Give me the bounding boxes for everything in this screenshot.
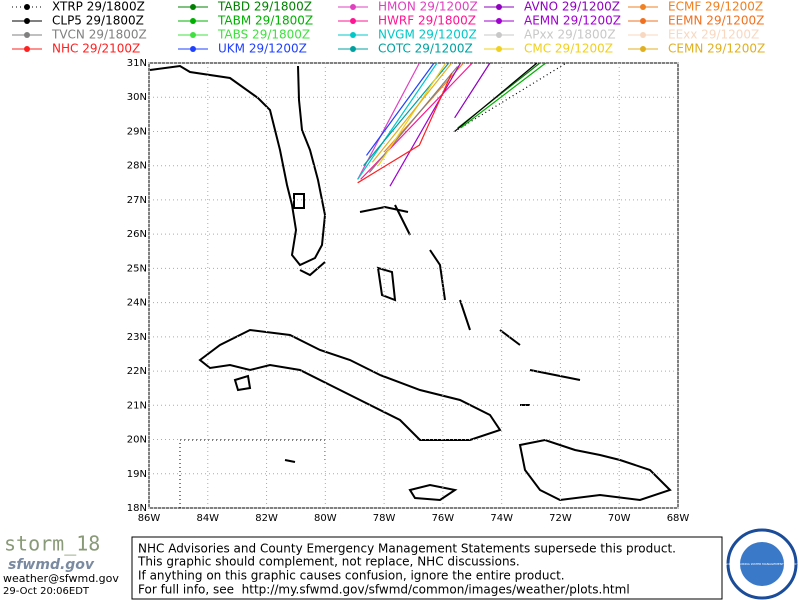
timestamp: 29-Oct 20:06EDT	[3, 586, 90, 597]
y-tick-label: 22N	[127, 366, 147, 377]
legend-label: CMC 29/1200Z	[524, 42, 613, 56]
email: weather@sfwmd.gov	[3, 572, 119, 585]
legend-marker	[350, 46, 356, 52]
x-tick-label: 82W	[255, 513, 278, 524]
logo-inner	[740, 542, 784, 586]
y-tick-label: 18N	[127, 503, 147, 514]
legend-marker	[350, 4, 356, 10]
plot-layer: 86W 84W 82W 80W 78W 76W 74W 72W 70W 68W 18N 19N 20N 2…	[12, 0, 765, 524]
x-tick-label: 84W	[196, 513, 219, 524]
legend-marker	[640, 18, 646, 24]
x-tick-label: 74W	[490, 513, 513, 524]
disclaimer-box	[131, 536, 723, 600]
y-tick-label: 19N	[127, 469, 147, 480]
y-tick-label: 21N	[127, 400, 147, 411]
y-tick-label: 27N	[127, 195, 147, 206]
legend-label: ECMF 29/1200Z	[668, 0, 763, 14]
forecast-track	[365, 62, 435, 156]
legend-marker	[496, 32, 502, 38]
x-tick-label: 76W	[432, 513, 455, 524]
legend-label: NHC 29/2100Z	[52, 42, 140, 56]
x-tick-label: 70W	[608, 513, 631, 524]
legend-label: COTC 29/1200Z	[378, 42, 473, 56]
legend-marker	[190, 18, 196, 24]
legend-label: HMON 29/1200Z	[378, 0, 478, 14]
legend-label: AEMN 29/1200Z	[524, 14, 621, 28]
forecast-track	[357, 62, 438, 180]
legend-marker	[640, 32, 646, 38]
forecast-track	[454, 62, 491, 119]
legend-label: TABS 29/1800Z	[217, 28, 310, 42]
legend-label: UKM 29/1200Z	[218, 42, 307, 56]
legend-label: CEMN 29/1200Z	[668, 42, 765, 56]
footer: storm_18 sfwmd.gov weather@sfwmd.gov 29-…	[3, 528, 799, 600]
x-tick-label: 72W	[549, 513, 572, 524]
legend-marker	[640, 46, 646, 52]
site: sfwmd.gov	[8, 557, 95, 573]
legend-label: TVCN 29/1800Z	[51, 28, 147, 42]
y-tick-label: 23N	[127, 332, 147, 343]
x-tick-label: 80W	[314, 513, 337, 524]
y-tick-label: 29N	[127, 126, 147, 137]
legend-label: APxx 29/1800Z	[524, 28, 616, 42]
legend-marker	[350, 18, 356, 24]
y-tick-label: 20N	[127, 435, 147, 446]
brand: storm_18	[4, 532, 100, 556]
y-tick-label: 26N	[127, 229, 147, 240]
forecast-track	[389, 62, 462, 187]
logo-text: SOUTH FLORIDA WATER MANAGEMENT DISTRICT	[725, 562, 798, 566]
legend-label: TABD 29/1800Z	[217, 0, 312, 14]
x-tick-label: 78W	[373, 513, 396, 524]
legend-marker	[24, 18, 30, 24]
legend-marker	[190, 4, 196, 10]
legend-label: CLP5 29/1800Z	[52, 14, 144, 28]
forecast-track	[371, 62, 453, 163]
forecast-track	[454, 62, 538, 132]
legend-marker	[640, 4, 646, 10]
legend-marker	[24, 4, 30, 10]
disclaimer-line: If anything on this graphic causes confu…	[138, 569, 565, 583]
legend-marker	[496, 18, 502, 24]
legend-marker	[190, 46, 196, 52]
forecast-track	[460, 62, 547, 129]
x-tick-label: 68W	[667, 513, 690, 524]
y-tick-label: 30N	[127, 92, 147, 103]
legend-marker	[350, 32, 356, 38]
map-frame	[148, 62, 679, 509]
legend-marker	[496, 46, 502, 52]
legend-label: XTRP 29/1800Z	[52, 0, 145, 14]
legend-label: HWRF 29/1800Z	[378, 14, 476, 28]
legend-label: NVGM 29/1200Z	[378, 28, 477, 42]
legend-marker	[24, 46, 30, 52]
legend-marker	[24, 32, 30, 38]
x-tick-label: 86W	[138, 513, 161, 524]
legend-marker	[190, 32, 196, 38]
watch-box	[179, 439, 326, 508]
y-tick-label: 24N	[127, 298, 147, 309]
y-tick-label: 28N	[127, 161, 147, 172]
forecast-track	[377, 62, 447, 167]
forecast-track	[357, 73, 453, 184]
legend-label: EEMN 29/1200Z	[668, 14, 764, 28]
disclaimer-line: For full info, see http://my.sfwmd.gov/s…	[138, 583, 630, 597]
legend-label: EExx 29/1200Z	[668, 28, 759, 42]
forecast-track	[368, 66, 459, 173]
y-tick-label: 31N	[127, 58, 147, 69]
disclaimer-line: This graphic should complement, not repl…	[137, 555, 520, 569]
legend-label: TABM 29/1800Z	[217, 14, 313, 28]
legend-label: AVNO 29/1200Z	[524, 0, 620, 14]
legend-marker	[496, 4, 502, 10]
y-tick-label: 25N	[127, 263, 147, 274]
disclaimer-line: NHC Advisories and County Emergency Mana…	[138, 542, 676, 556]
